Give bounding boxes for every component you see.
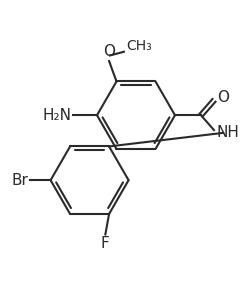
Text: O: O: [217, 90, 229, 105]
Text: NH: NH: [217, 125, 240, 140]
Text: Br: Br: [11, 173, 28, 188]
Text: H₂N: H₂N: [42, 108, 71, 123]
Text: CH₃: CH₃: [127, 39, 152, 53]
Text: O: O: [103, 44, 115, 59]
Text: F: F: [101, 236, 110, 251]
